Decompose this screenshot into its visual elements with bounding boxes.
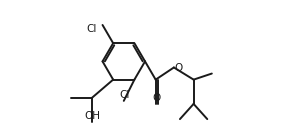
Text: Cl: Cl bbox=[119, 90, 130, 100]
Text: Cl: Cl bbox=[87, 24, 97, 34]
Text: OH: OH bbox=[85, 111, 101, 121]
Text: O: O bbox=[175, 63, 183, 73]
Text: O: O bbox=[152, 93, 160, 103]
